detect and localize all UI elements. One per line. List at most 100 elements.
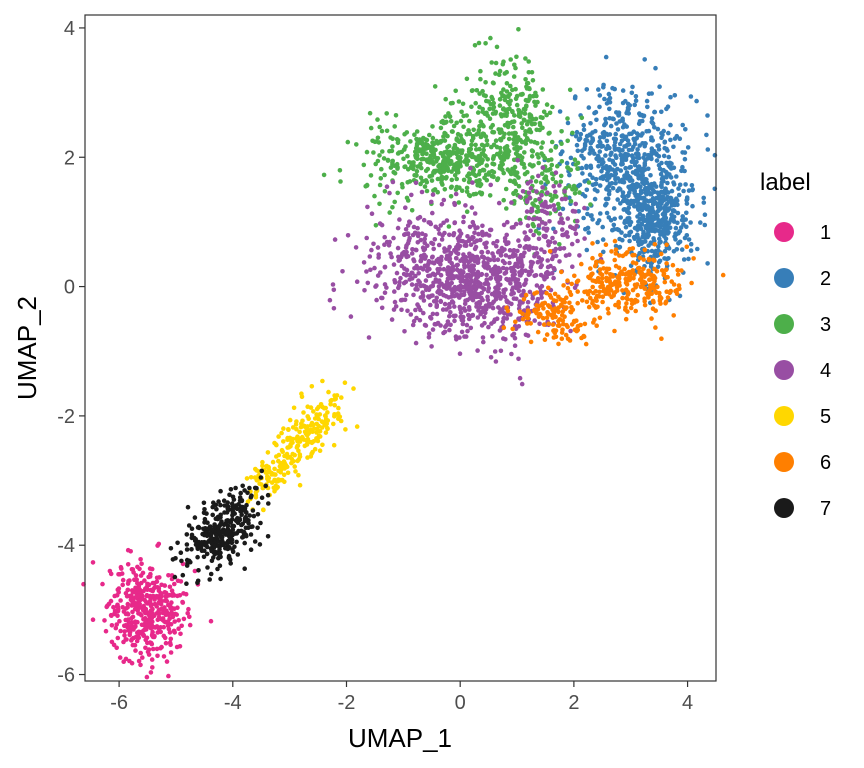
point-cluster-3 — [467, 118, 472, 124]
point-cluster-3 — [421, 135, 426, 141]
point-cluster-3 — [453, 88, 459, 94]
point-cluster-4 — [539, 295, 544, 300]
point-cluster-7 — [207, 538, 213, 544]
point-cluster-2 — [640, 205, 646, 211]
point-cluster-7 — [250, 524, 255, 529]
point-cluster-4 — [376, 252, 382, 257]
point-cluster-1 — [115, 604, 121, 609]
point-cluster-6 — [550, 322, 556, 327]
point-cluster-4 — [461, 306, 467, 311]
point-cluster-2 — [600, 165, 606, 171]
point-cluster-4 — [497, 328, 503, 333]
point-cluster-2 — [620, 237, 625, 243]
point-cluster-6 — [591, 290, 596, 296]
point-cluster-3 — [523, 56, 528, 61]
point-cluster-5 — [335, 411, 341, 416]
point-cluster-2 — [655, 190, 660, 195]
point-cluster-2 — [655, 264, 661, 270]
point-cluster-2 — [634, 192, 639, 198]
point-cluster-2 — [635, 196, 640, 202]
point-cluster-5 — [328, 402, 333, 407]
point-cluster-3 — [448, 194, 454, 199]
point-cluster-1 — [156, 626, 162, 632]
point-cluster-6 — [646, 295, 651, 300]
point-cluster-3 — [511, 179, 516, 185]
point-cluster-1 — [130, 609, 135, 615]
point-cluster-4 — [525, 198, 530, 203]
point-cluster-5 — [278, 470, 284, 475]
point-cluster-6 — [603, 242, 609, 247]
point-cluster-1 — [185, 611, 190, 616]
point-cluster-4 — [523, 280, 528, 286]
point-cluster-4 — [382, 290, 388, 296]
point-cluster-1 — [124, 637, 129, 642]
point-cluster-7 — [243, 525, 249, 531]
point-cluster-5 — [287, 417, 293, 423]
point-cluster-4 — [545, 239, 551, 244]
point-cluster-3 — [403, 144, 408, 149]
legend-label-3: 3 — [820, 314, 831, 336]
point-cluster-3 — [530, 201, 535, 206]
point-cluster-3 — [354, 142, 359, 147]
point-cluster-5 — [265, 474, 270, 479]
point-cluster-4 — [362, 288, 367, 293]
point-cluster-1 — [141, 617, 147, 622]
point-cluster-3 — [514, 93, 520, 99]
point-cluster-6 — [677, 286, 682, 292]
point-cluster-2 — [681, 222, 686, 227]
point-cluster-4 — [515, 264, 521, 270]
point-cluster-4 — [365, 280, 371, 286]
point-cluster-4 — [533, 273, 539, 278]
point-cluster-3 — [368, 125, 374, 131]
point-cluster-7 — [223, 532, 229, 537]
point-cluster-2 — [608, 218, 614, 223]
point-cluster-3 — [440, 118, 446, 124]
point-cluster-2 — [679, 168, 684, 174]
point-cluster-2 — [671, 218, 677, 223]
point-cluster-2 — [589, 213, 594, 218]
point-cluster-5 — [292, 452, 298, 458]
point-cluster-4 — [480, 305, 486, 311]
point-cluster-2 — [588, 121, 593, 126]
point-cluster-4 — [458, 275, 464, 281]
point-cluster-4 — [403, 273, 409, 278]
point-cluster-4 — [423, 233, 428, 238]
point-cluster-4 — [364, 269, 369, 274]
point-cluster-6 — [664, 289, 669, 295]
point-cluster-2 — [647, 183, 652, 188]
point-cluster-4 — [403, 279, 409, 285]
point-cluster-4 — [398, 275, 403, 281]
point-cluster-2 — [598, 140, 603, 146]
point-cluster-2 — [595, 144, 601, 149]
point-cluster-6 — [646, 289, 651, 294]
point-cluster-3 — [525, 80, 531, 86]
point-cluster-4 — [536, 223, 542, 228]
legend-label-6: 6 — [820, 452, 831, 474]
point-cluster-3 — [549, 139, 555, 145]
point-cluster-3 — [445, 144, 450, 150]
point-cluster-3 — [559, 129, 564, 134]
point-cluster-7 — [192, 515, 198, 520]
point-cluster-7 — [172, 574, 178, 580]
point-cluster-2 — [600, 237, 606, 242]
point-cluster-4 — [413, 247, 419, 253]
point-cluster-1 — [178, 631, 183, 637]
point-cluster-2 — [655, 143, 660, 149]
point-cluster-1 — [168, 606, 174, 612]
point-cluster-4 — [436, 259, 441, 265]
point-cluster-1 — [169, 610, 174, 615]
point-cluster-3 — [429, 178, 435, 183]
point-cluster-1 — [187, 622, 193, 628]
point-cluster-3 — [501, 87, 506, 92]
legend-label-4: 4 — [820, 360, 831, 382]
point-cluster-3 — [372, 193, 377, 199]
point-cluster-3 — [523, 97, 529, 103]
point-cluster-1 — [165, 619, 170, 624]
point-cluster-4 — [543, 202, 548, 207]
point-cluster-3 — [533, 116, 539, 122]
point-cluster-6 — [616, 273, 622, 278]
point-cluster-4 — [536, 173, 541, 179]
point-cluster-3 — [466, 128, 471, 133]
point-cluster-5 — [296, 448, 301, 454]
point-cluster-3 — [379, 128, 385, 134]
